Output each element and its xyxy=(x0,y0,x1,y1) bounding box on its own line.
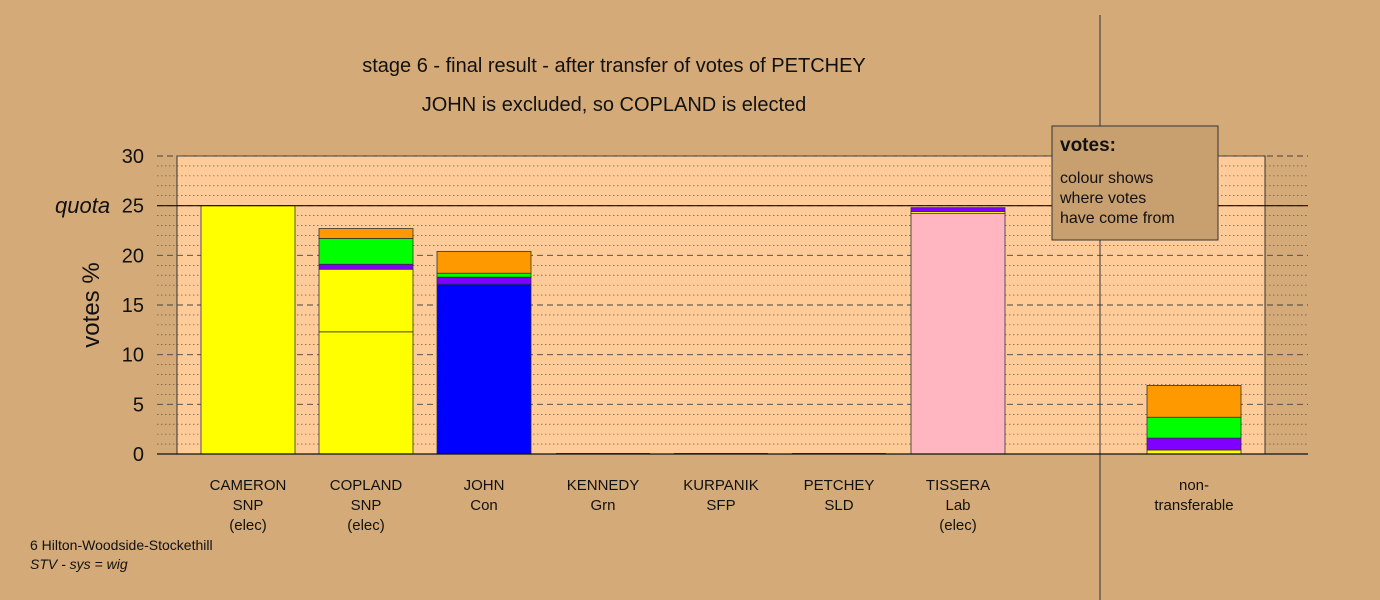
bar-segment xyxy=(200,205,296,455)
footer-ward: 6 Hilton-Woodside-Stockethill xyxy=(30,537,213,553)
bar-segment xyxy=(910,207,1006,213)
category-label: (elec) xyxy=(347,517,385,534)
y-axis-ticks: 0 5 10 15 20 25 30 xyxy=(122,146,144,466)
category-label: SFP xyxy=(706,497,735,514)
y-tick-label: 20 xyxy=(122,245,144,267)
y-tick-label: 0 xyxy=(133,444,144,466)
bar-segment xyxy=(1146,385,1242,418)
category-label: (elec) xyxy=(229,517,267,534)
category-label: (elec) xyxy=(939,517,977,534)
legend-line-2: where votes xyxy=(1059,190,1146,207)
legend-line-1: colour shows xyxy=(1060,170,1153,187)
category-label: Lab xyxy=(945,497,970,514)
chart-title: stage 6 - final result - after transfer … xyxy=(362,55,866,77)
bar-segment xyxy=(1146,437,1242,451)
y-tick-label: 25 xyxy=(122,196,144,218)
footer-system: STV - sys = wig xyxy=(30,556,128,572)
category-label: TISSERA xyxy=(926,477,990,494)
bar-segment xyxy=(436,283,532,455)
category-label: SNP xyxy=(351,497,382,514)
bar-segment xyxy=(318,331,414,455)
y-tick-label: 30 xyxy=(122,146,144,168)
bar-segment xyxy=(318,268,414,333)
category-label: CAMERON xyxy=(210,477,287,494)
bar-segment xyxy=(318,228,414,239)
bar-segment xyxy=(436,250,532,274)
chart-subtitle: JOHN is excluded, so COPLAND is elected xyxy=(422,94,807,116)
y-tick-label: 10 xyxy=(122,345,144,367)
bar-segment xyxy=(436,276,532,285)
legend-line-3: have come from xyxy=(1060,210,1175,227)
bars xyxy=(200,205,1242,455)
category-label: KENNEDY xyxy=(567,477,640,494)
category-label: Con xyxy=(470,497,498,514)
quota-label: quota xyxy=(55,193,110,218)
category-label: SNP xyxy=(233,497,264,514)
category-label: non- xyxy=(1179,477,1209,494)
bar-segment xyxy=(318,238,414,265)
category-label: COPLAND xyxy=(330,477,403,494)
bar-segment xyxy=(1146,416,1242,439)
y-tick-label: 5 xyxy=(133,394,144,416)
legend-box xyxy=(1051,125,1219,241)
legend-title: votes: xyxy=(1060,135,1116,156)
y-axis-label: votes % xyxy=(78,262,105,347)
category-label: transferable xyxy=(1154,497,1233,514)
category-label: KURPANIK xyxy=(683,477,759,494)
category-label: Grn xyxy=(590,497,615,514)
bar-segment xyxy=(318,263,414,270)
legend: votes: colour shows where votes have com… xyxy=(1051,125,1219,241)
category-label: PETCHEY xyxy=(804,477,875,494)
category-label: SLD xyxy=(824,497,853,514)
category-labels: CAMERON SNP (elec) COPLAND SNP (elec) JOHN Con K… xyxy=(210,477,1234,534)
category-label: JOHN xyxy=(464,477,505,494)
bar-segment xyxy=(910,213,1006,455)
y-tick-label: 15 xyxy=(122,295,144,317)
bar-segment xyxy=(436,272,532,278)
